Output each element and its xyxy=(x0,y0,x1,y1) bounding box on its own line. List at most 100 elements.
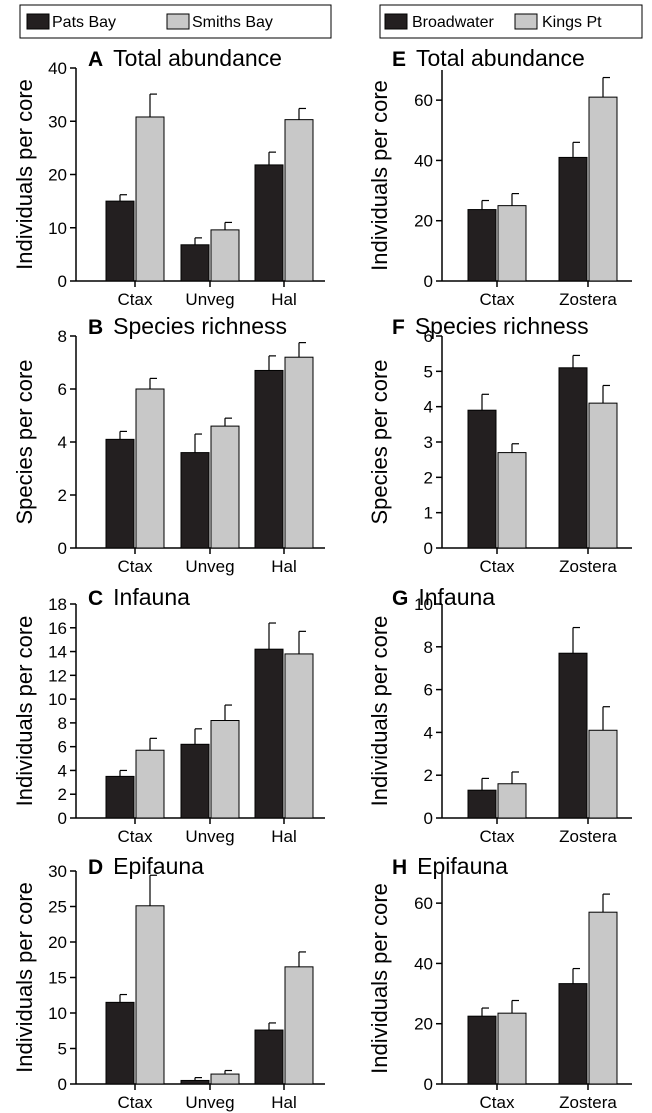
y-tick-label: 1 xyxy=(424,504,433,523)
y-tick-label: 10 xyxy=(48,1004,67,1023)
y-tick-label: 6 xyxy=(424,327,433,346)
panel-b-title: B Species richness xyxy=(88,313,287,339)
panel-h-title-text: Epifauna xyxy=(417,853,508,879)
y-tick-label: 8 xyxy=(58,327,67,346)
bar-d-smiths-bay-unveg xyxy=(210,1073,240,1085)
y-tick-label: 12 xyxy=(48,666,67,685)
y-tick-label: 10 xyxy=(414,595,433,614)
bar-h-kings-pt-zostera xyxy=(588,911,618,1085)
category-label-ctax: Ctax xyxy=(118,827,153,846)
bar-b-smiths-bay-ctax xyxy=(135,388,165,549)
legend-label-kings-pt: Kings Pt xyxy=(542,14,602,31)
category-label-ctax: Ctax xyxy=(118,1093,153,1112)
bar-e-broadwater-ctax xyxy=(467,209,497,282)
y-tick-label: 4 xyxy=(58,433,67,452)
y-tick-label: 0 xyxy=(58,272,67,291)
legend-label-smiths-bay: Smiths Bay xyxy=(192,14,273,31)
bar-g-broadwater-zostera xyxy=(558,652,588,819)
panel-c-title: C Infauna xyxy=(88,584,190,610)
panel-e-title: E Total abundance xyxy=(392,45,585,71)
bar-g-kings-pt-zostera xyxy=(588,729,618,819)
y-tick-label: 6 xyxy=(58,380,67,399)
bar-b-pats-bay-unveg xyxy=(180,452,210,549)
panel-e-ylabel: Individuals per core xyxy=(367,80,392,271)
panel-c: C Infauna Individuals per core 0 2 4 6 8 10 12 14 1… xyxy=(12,584,325,846)
bar-f-broadwater-ctax xyxy=(467,409,497,549)
y-tick-label: 18 xyxy=(48,595,67,614)
panel-b-letter: B xyxy=(88,316,103,339)
panel-d-title-text: Epifauna xyxy=(113,853,204,879)
y-tick-label: 30 xyxy=(48,112,67,131)
bar-a-pats-bay-unveg xyxy=(180,244,210,282)
panel-c-letter: C xyxy=(88,587,103,610)
panel-f-ylabel: Species per core xyxy=(367,359,392,524)
panel-d-ylabel: Individuals per core xyxy=(12,882,37,1073)
category-label-ctax: Ctax xyxy=(480,827,515,846)
category-label-unveg: Unveg xyxy=(185,290,234,309)
bar-h-kings-pt-ctax xyxy=(497,1012,527,1085)
y-tick-label: 2 xyxy=(58,785,67,804)
bar-c-smiths-bay-ctax xyxy=(135,749,165,819)
y-tick-label: 25 xyxy=(48,898,67,917)
bar-b-pats-bay-ctax xyxy=(105,438,135,549)
y-tick-label: 2 xyxy=(424,468,433,487)
legend-2: Broadwater Kings Pt xyxy=(379,4,643,39)
panel-e-letter: E xyxy=(392,48,406,71)
category-label-unveg: Unveg xyxy=(185,1093,234,1112)
y-tick-label: 2 xyxy=(424,766,433,785)
panel-d: D Epifauna Individuals per core 0 5 10 15 20 25 3… xyxy=(12,853,325,1112)
panel-c-ylabel: Individuals per core xyxy=(12,616,37,807)
category-label-ctax: Ctax xyxy=(118,290,153,309)
category-label-ctax: Ctax xyxy=(480,1093,515,1112)
y-tick-label: 5 xyxy=(424,362,433,381)
category-label-hal: Hal xyxy=(271,1093,297,1112)
y-tick-label: 20 xyxy=(414,212,433,231)
legend-label-pats-bay: Pats Bay xyxy=(52,14,116,31)
y-tick-label: 16 xyxy=(48,619,67,638)
category-label-hal: Hal xyxy=(271,557,297,576)
bar-e-kings-pt-ctax xyxy=(497,205,527,282)
y-tick-label: 4 xyxy=(58,761,67,780)
category-label-hal: Hal xyxy=(271,290,297,309)
y-tick-label: 60 xyxy=(414,894,433,913)
panel-f-title-text: Species richness xyxy=(415,313,589,339)
bar-a-pats-bay-ctax xyxy=(105,200,135,282)
bar-e-broadwater-zostera xyxy=(558,156,588,282)
bar-d-smiths-bay-ctax xyxy=(135,905,165,1085)
bar-h-broadwater-ctax xyxy=(467,1015,497,1085)
legend-box xyxy=(379,4,643,39)
bar-b-smiths-bay-hal xyxy=(284,356,314,549)
panel-a: A Total abundance Individuals per core 0 10 2… xyxy=(12,45,325,309)
y-tick-label: 15 xyxy=(48,969,67,988)
y-tick-label: 0 xyxy=(58,539,67,558)
legend-layer: Pats Bay Smiths Bay Broadwater Kings Pt xyxy=(19,4,643,39)
bar-a-smiths-bay-ctax xyxy=(135,116,165,282)
panel-e: E Total abundance Individuals per core 0 20 4… xyxy=(367,45,632,309)
y-tick-label: 10 xyxy=(48,219,67,238)
bar-d-smiths-bay-hal xyxy=(284,966,314,1085)
y-tick-label: 0 xyxy=(58,809,67,828)
bar-d-pats-bay-ctax xyxy=(105,1001,135,1085)
bar-e-kings-pt-zostera xyxy=(588,96,618,282)
bar-b-pats-bay-hal xyxy=(254,369,284,549)
category-label-zostera: Zostera xyxy=(559,290,617,309)
y-tick-label: 6 xyxy=(424,681,433,700)
y-tick-label: 0 xyxy=(424,272,433,291)
panel-g-title: G Infauna xyxy=(392,584,495,610)
y-tick-label: 2 xyxy=(58,486,67,505)
panel-a-letter: A xyxy=(88,48,103,71)
y-tick-label: 5 xyxy=(58,1040,67,1059)
bar-g-broadwater-ctax xyxy=(467,789,497,819)
bar-a-smiths-bay-hal xyxy=(284,119,314,282)
bar-c-pats-bay-ctax xyxy=(105,775,135,819)
panel-f-letter: F xyxy=(392,316,405,339)
panel-d-letter: D xyxy=(88,856,103,879)
y-tick-label: 40 xyxy=(414,151,433,170)
bar-b-smiths-bay-unveg xyxy=(210,425,240,549)
legend-swatch-broadwater xyxy=(384,13,408,30)
y-tick-label: 0 xyxy=(58,1075,67,1094)
y-tick-label: 0 xyxy=(424,1075,433,1094)
panel-b-ylabel: Species per core xyxy=(12,359,37,524)
